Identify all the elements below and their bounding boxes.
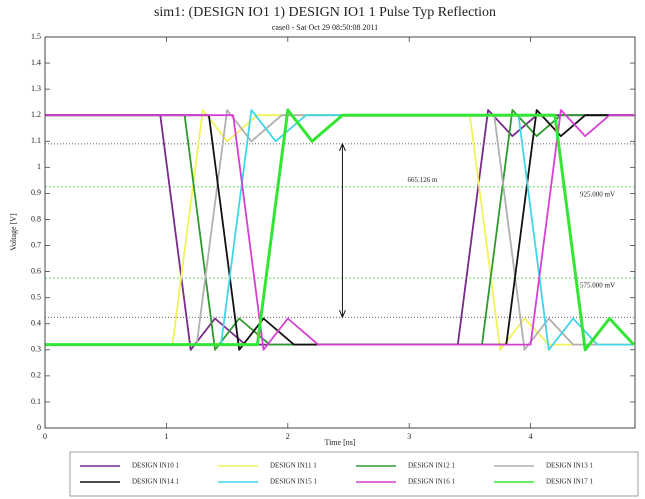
arrow-head [338, 310, 346, 319]
waveform [45, 109, 634, 351]
y-tick-label: 1.2 [31, 110, 41, 119]
x-tick-label: 3 [407, 432, 411, 441]
x-tick-label: 2 [286, 432, 290, 441]
y-tick-label: 1 [37, 162, 41, 171]
chart-title: sim1: (DESIGN IO1 1) DESIGN IO1 1 Pulse … [154, 5, 496, 20]
y-tick-label: 0.2 [31, 371, 41, 380]
y-tick-label: 0.6 [31, 266, 41, 275]
x-tick-label: 0 [43, 432, 47, 441]
legend-label: DESIGN IN12 1 [408, 462, 456, 470]
y-tick-label: 0.1 [31, 397, 41, 406]
x-tick-label: 4 [529, 432, 533, 441]
threshold-label: 925.000 mV [580, 190, 615, 198]
legend-label: DESIGN IN11 1 [270, 462, 317, 470]
y-tick-label: 0.3 [31, 345, 41, 354]
legend-label: DESIGN IN10 1 [132, 462, 180, 470]
y-tick-label: 0.7 [31, 240, 41, 249]
measure-label: 665.126 m [407, 176, 438, 184]
y-tick-label: 0 [37, 423, 41, 432]
y-tick-label: 0.9 [31, 188, 41, 197]
legend-box [69, 451, 639, 497]
legend-label: DESIGN IN16 1 [408, 478, 456, 486]
threshold-label: 575.000 mV [580, 282, 615, 290]
y-tick-label: 0.8 [31, 214, 41, 223]
chart-subtitle: case0 - Sat Oct 29 08:50:08 2011 [272, 23, 378, 32]
y-tick-label: 1.5 [31, 32, 41, 41]
arrow-head [338, 142, 346, 152]
legend-label: DESIGN IN15 1 [270, 478, 318, 486]
plot-frame [44, 36, 636, 429]
waveform [45, 108, 635, 352]
x-tick-label: 1 [164, 432, 168, 441]
legend-label: DESIGN IN17 1 [546, 478, 594, 486]
x-axis-label: Time [ns] [324, 438, 355, 447]
legend-label: DESIGN IN14 1 [132, 478, 180, 486]
y-tick-label: 1.3 [31, 84, 41, 93]
legend-label: DESIGN IN13 1 [546, 462, 594, 470]
y-tick-label: 1.1 [31, 136, 41, 145]
y-tick-label: 1.4 [31, 58, 41, 67]
y-tick-label: 0.5 [31, 292, 41, 301]
y-axis-label: Voltage [V] [9, 213, 18, 251]
y-tick-label: 0.4 [31, 319, 41, 328]
